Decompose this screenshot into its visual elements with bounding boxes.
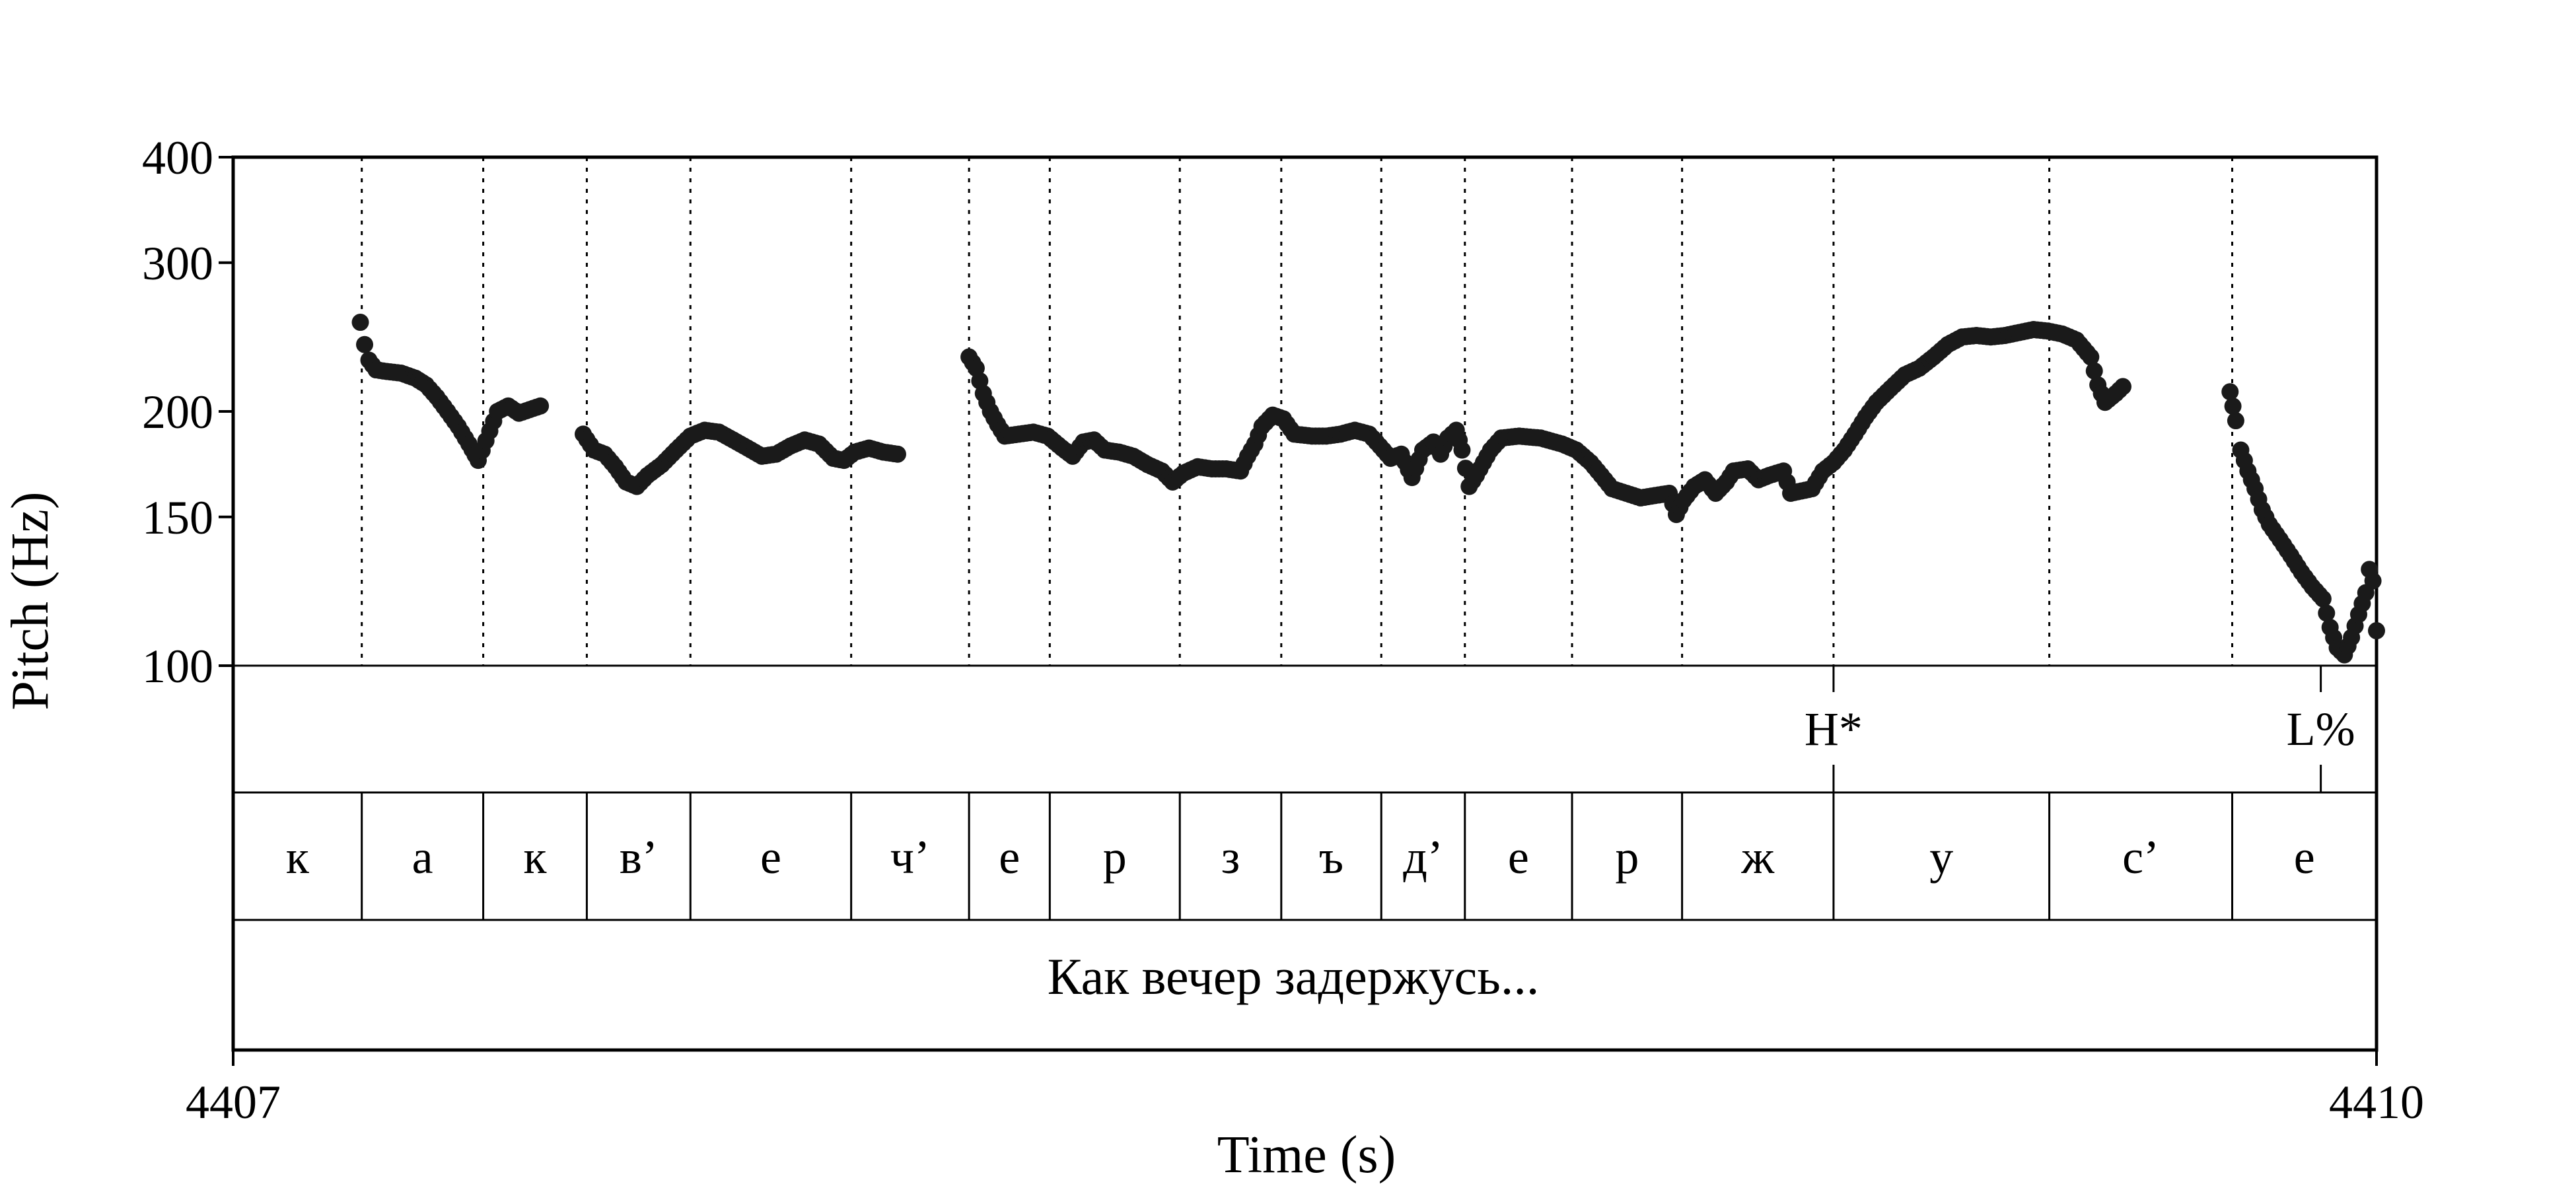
x-axis-title: Time (s) [1217, 1126, 1396, 1184]
pitch-point [356, 335, 374, 353]
tone-label: H* [1805, 703, 1863, 755]
segment-label: к [524, 831, 548, 884]
pitch-point [2364, 572, 2382, 590]
pitch-point [2368, 622, 2385, 640]
segment-label: в’ [620, 831, 658, 884]
x-tick-label: 4410 [2329, 1076, 2424, 1129]
segment-label: р [1615, 831, 1639, 884]
segment-label: е [1508, 831, 1529, 884]
pitch-point [888, 445, 906, 463]
segment-label: р [1103, 831, 1127, 884]
pitch-point [532, 397, 550, 415]
tone-label: L% [2287, 703, 2355, 755]
segment-label: ъ [1319, 831, 1343, 884]
plot-frame [231, 155, 2379, 1052]
segment-label: у [1929, 831, 1953, 884]
y-tick-label: 200 [142, 386, 213, 438]
pitch-point [2082, 348, 2100, 366]
pitch-point [2227, 412, 2244, 430]
segment-label: к [286, 831, 310, 884]
pitch-point [2085, 362, 2103, 380]
pitch-point [2318, 604, 2336, 622]
pitch-point [2224, 398, 2242, 415]
pitch-point [2314, 590, 2332, 608]
y-axis-ticks: 100 150 200 300 400 [142, 131, 233, 693]
segment-label: е [760, 831, 781, 884]
segment-label: ж [1740, 831, 1775, 884]
segment-label: ч’ [890, 831, 930, 884]
segment-boundary-lines [361, 157, 2234, 666]
segment-label: е [2294, 831, 2315, 884]
y-tick-label: 300 [142, 237, 213, 290]
y-axis-title: Pitch (Hz) [1, 491, 59, 710]
pitch-point [2221, 383, 2239, 401]
pitch-points [351, 314, 2385, 664]
y-tick-label: 150 [142, 491, 213, 544]
x-tick-label: 4407 [186, 1076, 281, 1129]
pitch-point [2114, 378, 2132, 396]
plot-border [231, 155, 2379, 1052]
y-tick-label: 400 [142, 131, 213, 184]
pitch-point [1453, 441, 1471, 459]
segment-label: з [1221, 831, 1240, 884]
segment-label: е [999, 831, 1020, 884]
segment-label: д’ [1403, 831, 1443, 884]
segment-label: а [412, 831, 433, 884]
annotation-tiers: к а к в’ е ч’ е р з ъ д’ е р ж у с’ е H* L% [286, 666, 2355, 920]
segment-label: с’ [2122, 831, 2159, 884]
x-axis-ticks: 4407 4410 [186, 1050, 2424, 1129]
pitch-point [351, 314, 369, 332]
sentence-label: Как вечер задержусь... [1048, 948, 1540, 1005]
y-tick-label: 100 [142, 640, 213, 693]
